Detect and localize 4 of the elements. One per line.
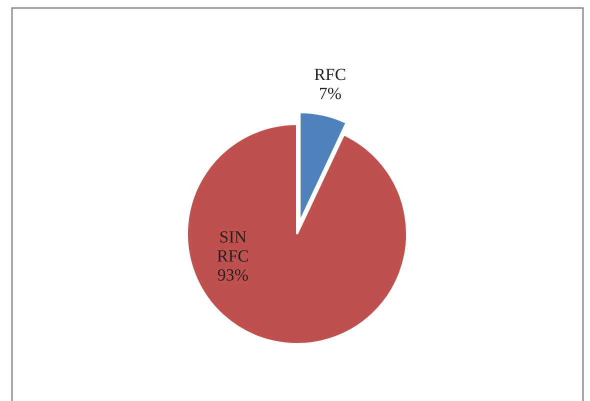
data-label: 7%: [318, 84, 342, 104]
data-label: 93%: [217, 265, 249, 284]
slice-label: RFC: [314, 65, 346, 84]
slice-label: SIN RFC: [216, 227, 250, 266]
